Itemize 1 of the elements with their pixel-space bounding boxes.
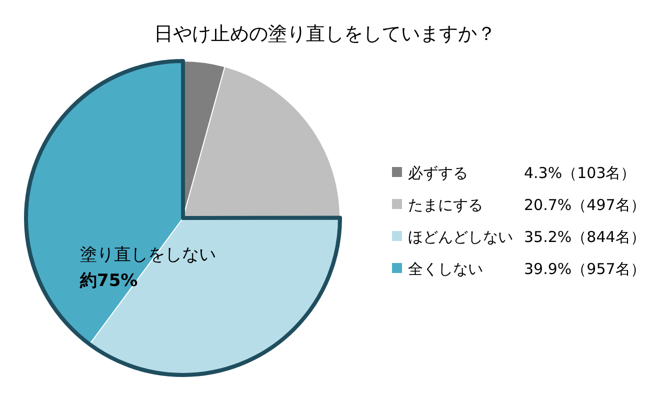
title: 日やけ止めの塗り直しをしていますか？ xyxy=(154,23,496,45)
